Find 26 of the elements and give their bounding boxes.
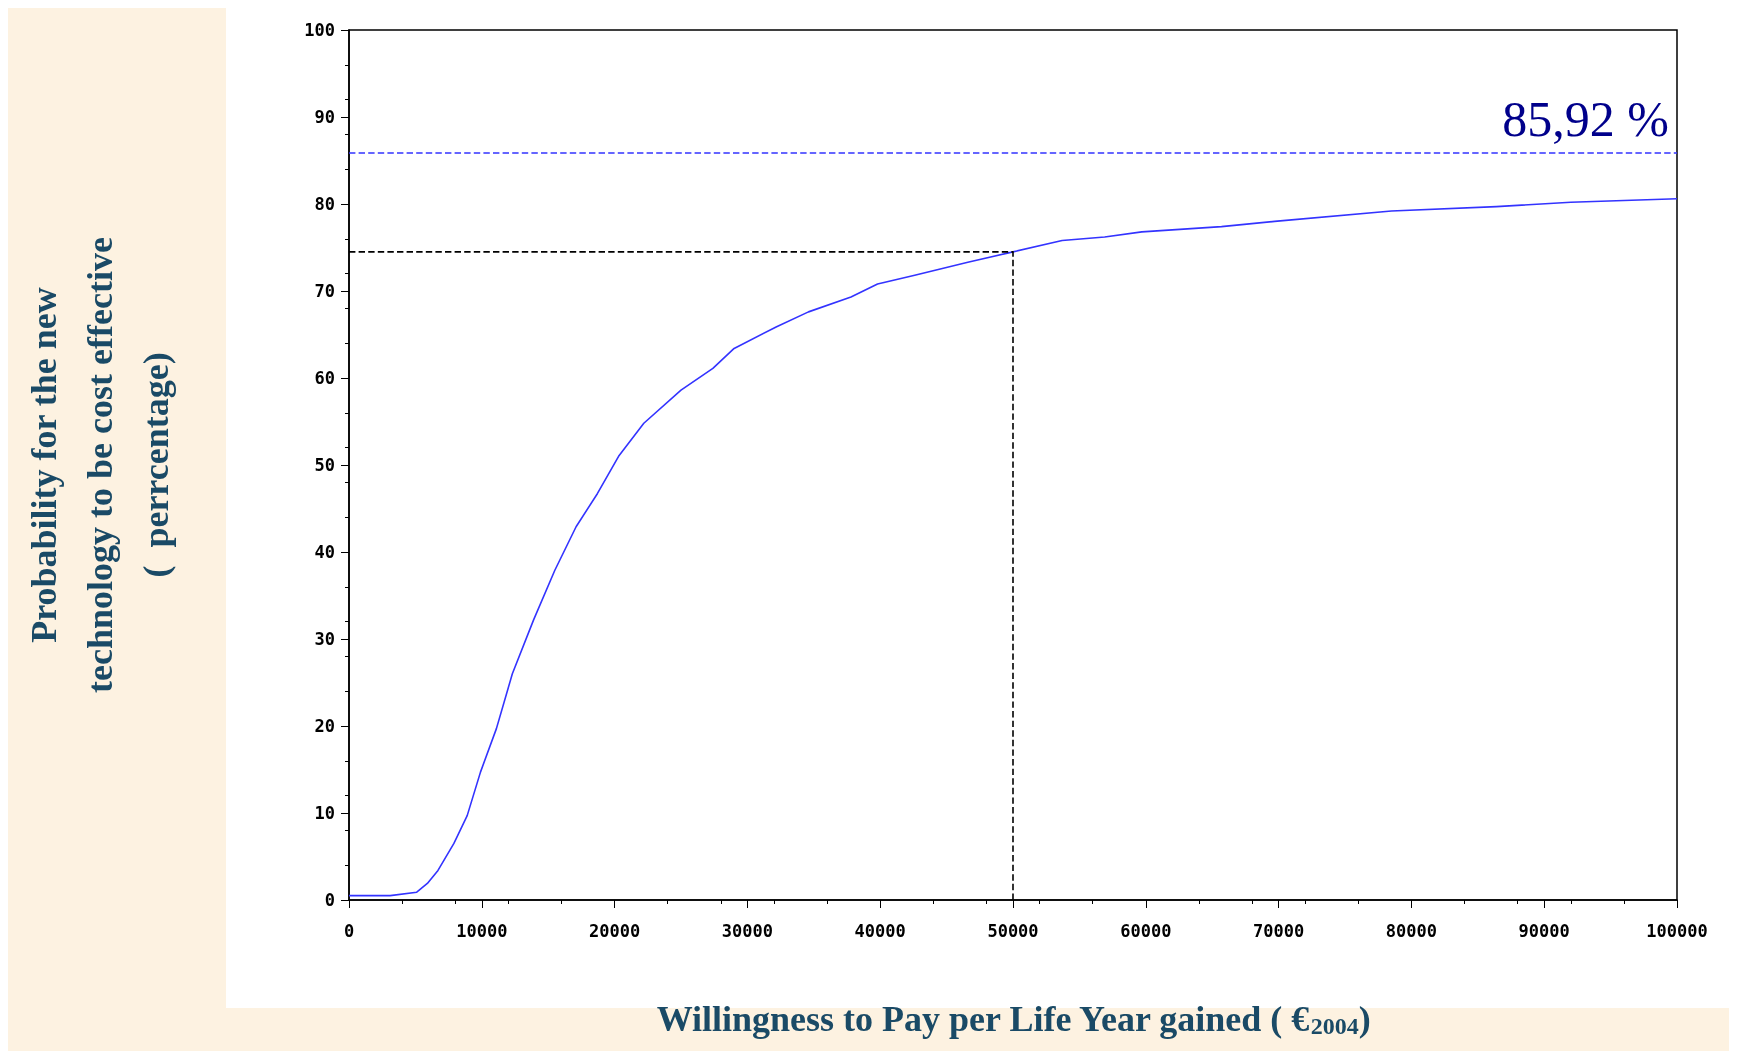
x-tick-label: 60000: [1120, 920, 1172, 941]
y-tick-label: 30: [314, 629, 335, 649]
x-tick-label: 70000: [1253, 920, 1305, 941]
y-tick-label: 10: [314, 803, 335, 823]
y-axis-title: Probability for the new technology to be cost effective ( perrcentage): [24, 237, 176, 693]
y-tick-label: 0: [324, 890, 335, 910]
y-tick-label: 70: [314, 281, 335, 301]
y-tick-label: 90: [314, 107, 335, 127]
x-axis-title: Willingness to Pay per Life Year gained ( €2004): [656, 999, 1371, 1039]
x-tick-label: 0: [343, 920, 355, 941]
x-tick-label: 80000: [1385, 920, 1437, 941]
x-tick-label: 50000: [987, 920, 1039, 941]
y-tick-label: 50: [314, 455, 335, 475]
x-tick-label: 90000: [1518, 920, 1570, 941]
line-series: [348, 197, 1678, 897]
x-tick-label: 20000: [589, 920, 641, 941]
x-tick-label: 100000: [1646, 920, 1708, 941]
x-tick-label: 10000: [456, 920, 508, 941]
y-tick-label: 20: [314, 716, 335, 736]
y-tick-label: 100: [304, 20, 335, 40]
y-tick-label: 80: [314, 194, 335, 214]
ref-line-label: 85,92 %: [1502, 91, 1669, 148]
y-tick-label: 60: [314, 368, 335, 388]
x-tick-label: 40000: [854, 920, 906, 941]
y-tick-label: 40: [314, 542, 335, 562]
x-tick-label: 30000: [721, 920, 773, 941]
